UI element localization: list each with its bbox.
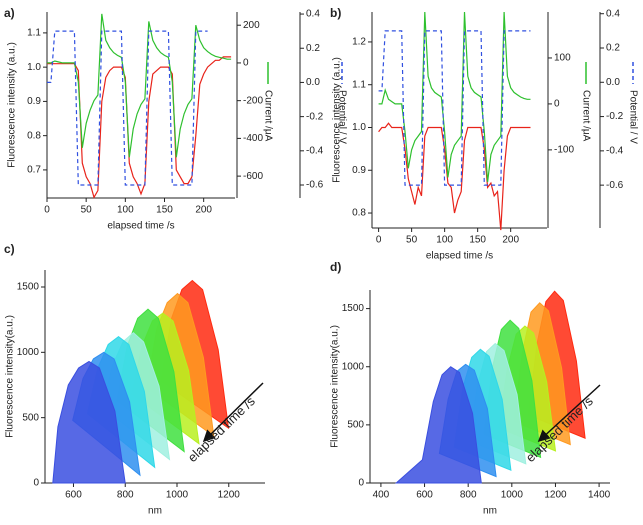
y3-tick-label: -0.6 [606, 180, 624, 191]
y-tick-label: 1000 [17, 347, 40, 358]
y-tick-label: 500 [347, 420, 364, 431]
x-axis-label: nm [483, 506, 497, 517]
y3-tick-label: -0.4 [306, 145, 324, 156]
x-tick-label: 100 [117, 205, 134, 216]
panel-label: d) [330, 260, 341, 274]
y-axis-label: Fluorescence intensity (a.u.) [332, 57, 343, 183]
x-tick-label: 200 [195, 205, 212, 216]
y2-tick-label: 0 [554, 99, 560, 110]
series-line [378, 30, 531, 186]
y-tick-label: 0 [33, 478, 39, 489]
x-tick-label: 50 [81, 205, 93, 216]
panel-label: a) [4, 6, 15, 20]
x-tick-label: 100 [436, 235, 453, 246]
y-axis-label: Fluorescence intensity (a.u.) [7, 42, 18, 168]
series-line [47, 56, 232, 199]
time-arrow [537, 384, 601, 443]
x-tick-label: 1200 [544, 490, 567, 501]
y3-tick-label: -0.2 [306, 111, 324, 122]
y3-tick-label: 0.2 [306, 43, 320, 54]
time-arrow [202, 382, 264, 443]
panel-label: b) [330, 6, 341, 20]
y-tick-label: 500 [22, 412, 39, 423]
y3-tick-label: -0.4 [606, 145, 624, 156]
series-line [47, 30, 208, 186]
x-tick-label: 800 [460, 490, 477, 501]
x-tick-label: 200 [502, 235, 519, 246]
y-tick-label: 1500 [17, 282, 40, 293]
y2-tick-label: -400 [243, 133, 263, 144]
y-tick-label: 0.8 [27, 130, 41, 141]
y-tick-label: 1.0 [352, 122, 366, 133]
y3-tick-label: -0.2 [606, 111, 624, 122]
x-tick-label: 1000 [166, 490, 189, 501]
y3-tick-label: 0.0 [306, 77, 320, 88]
y3-axis-label: Potential / V [336, 90, 347, 144]
y3-tick-label: 0.4 [306, 9, 320, 20]
y2-axis-label: Current /μA [262, 90, 273, 142]
series-line [47, 13, 232, 158]
y-tick-label: 1.1 [352, 79, 366, 90]
y-tick-label: 0 [358, 478, 364, 489]
x-tick-label: 150 [156, 205, 173, 216]
series-line [378, 122, 531, 231]
y-tick-label: 0.9 [352, 165, 366, 176]
panel-label: c) [4, 242, 15, 256]
y-tick-label: 1000 [342, 361, 365, 372]
x-tick-label: 800 [117, 490, 134, 501]
x-tick-label: 1200 [218, 490, 241, 501]
y-tick-label: 1.1 [27, 28, 41, 39]
x-axis-label: elapsed time /s [426, 251, 493, 262]
x-tick-label: 150 [469, 235, 486, 246]
x-tick-label: 400 [373, 490, 390, 501]
y-axis-label: Fluorescence intensity(a.u.) [330, 325, 341, 448]
y3-tick-label: 0.2 [606, 43, 620, 54]
y-tick-label: 1500 [342, 303, 365, 314]
x-tick-label: 600 [416, 490, 433, 501]
x-tick-label: 1000 [501, 490, 524, 501]
y3-tick-label: 0.4 [606, 8, 620, 19]
y2-tick-label: 0 [243, 58, 249, 69]
x-tick-label: 50 [406, 235, 418, 246]
y-tick-label: 0.9 [27, 96, 41, 107]
x-axis-label: nm [148, 506, 162, 517]
spectrum [52, 360, 126, 484]
y-tick-label: 0.8 [352, 208, 366, 219]
y3-tick-label: -0.6 [306, 180, 324, 191]
y2-tick-label: -200 [243, 95, 263, 106]
y2-tick-label: -100 [554, 145, 574, 156]
y2-axis-label: Current /μA [580, 90, 591, 142]
y-tick-label: 1.0 [27, 62, 41, 73]
y2-tick-label: 200 [243, 20, 260, 31]
y2-tick-label: -600 [243, 171, 263, 182]
y-axis-label: Fluorescence intensity(a.u.) [5, 315, 16, 438]
x-tick-label: 1400 [588, 490, 611, 501]
x-tick-label: 0 [376, 235, 382, 246]
x-tick-label: 600 [65, 490, 82, 501]
y-tick-label: 0.7 [27, 165, 41, 176]
x-tick-label: 0 [44, 205, 50, 216]
y3-axis-label: Potential / V [627, 90, 638, 144]
y-tick-label: 1.2 [352, 37, 366, 48]
y3-tick-label: 0.0 [606, 77, 620, 88]
spectrum [394, 366, 482, 484]
y2-tick-label: 100 [554, 53, 571, 64]
x-axis-label: elapsed time /s [107, 221, 174, 232]
